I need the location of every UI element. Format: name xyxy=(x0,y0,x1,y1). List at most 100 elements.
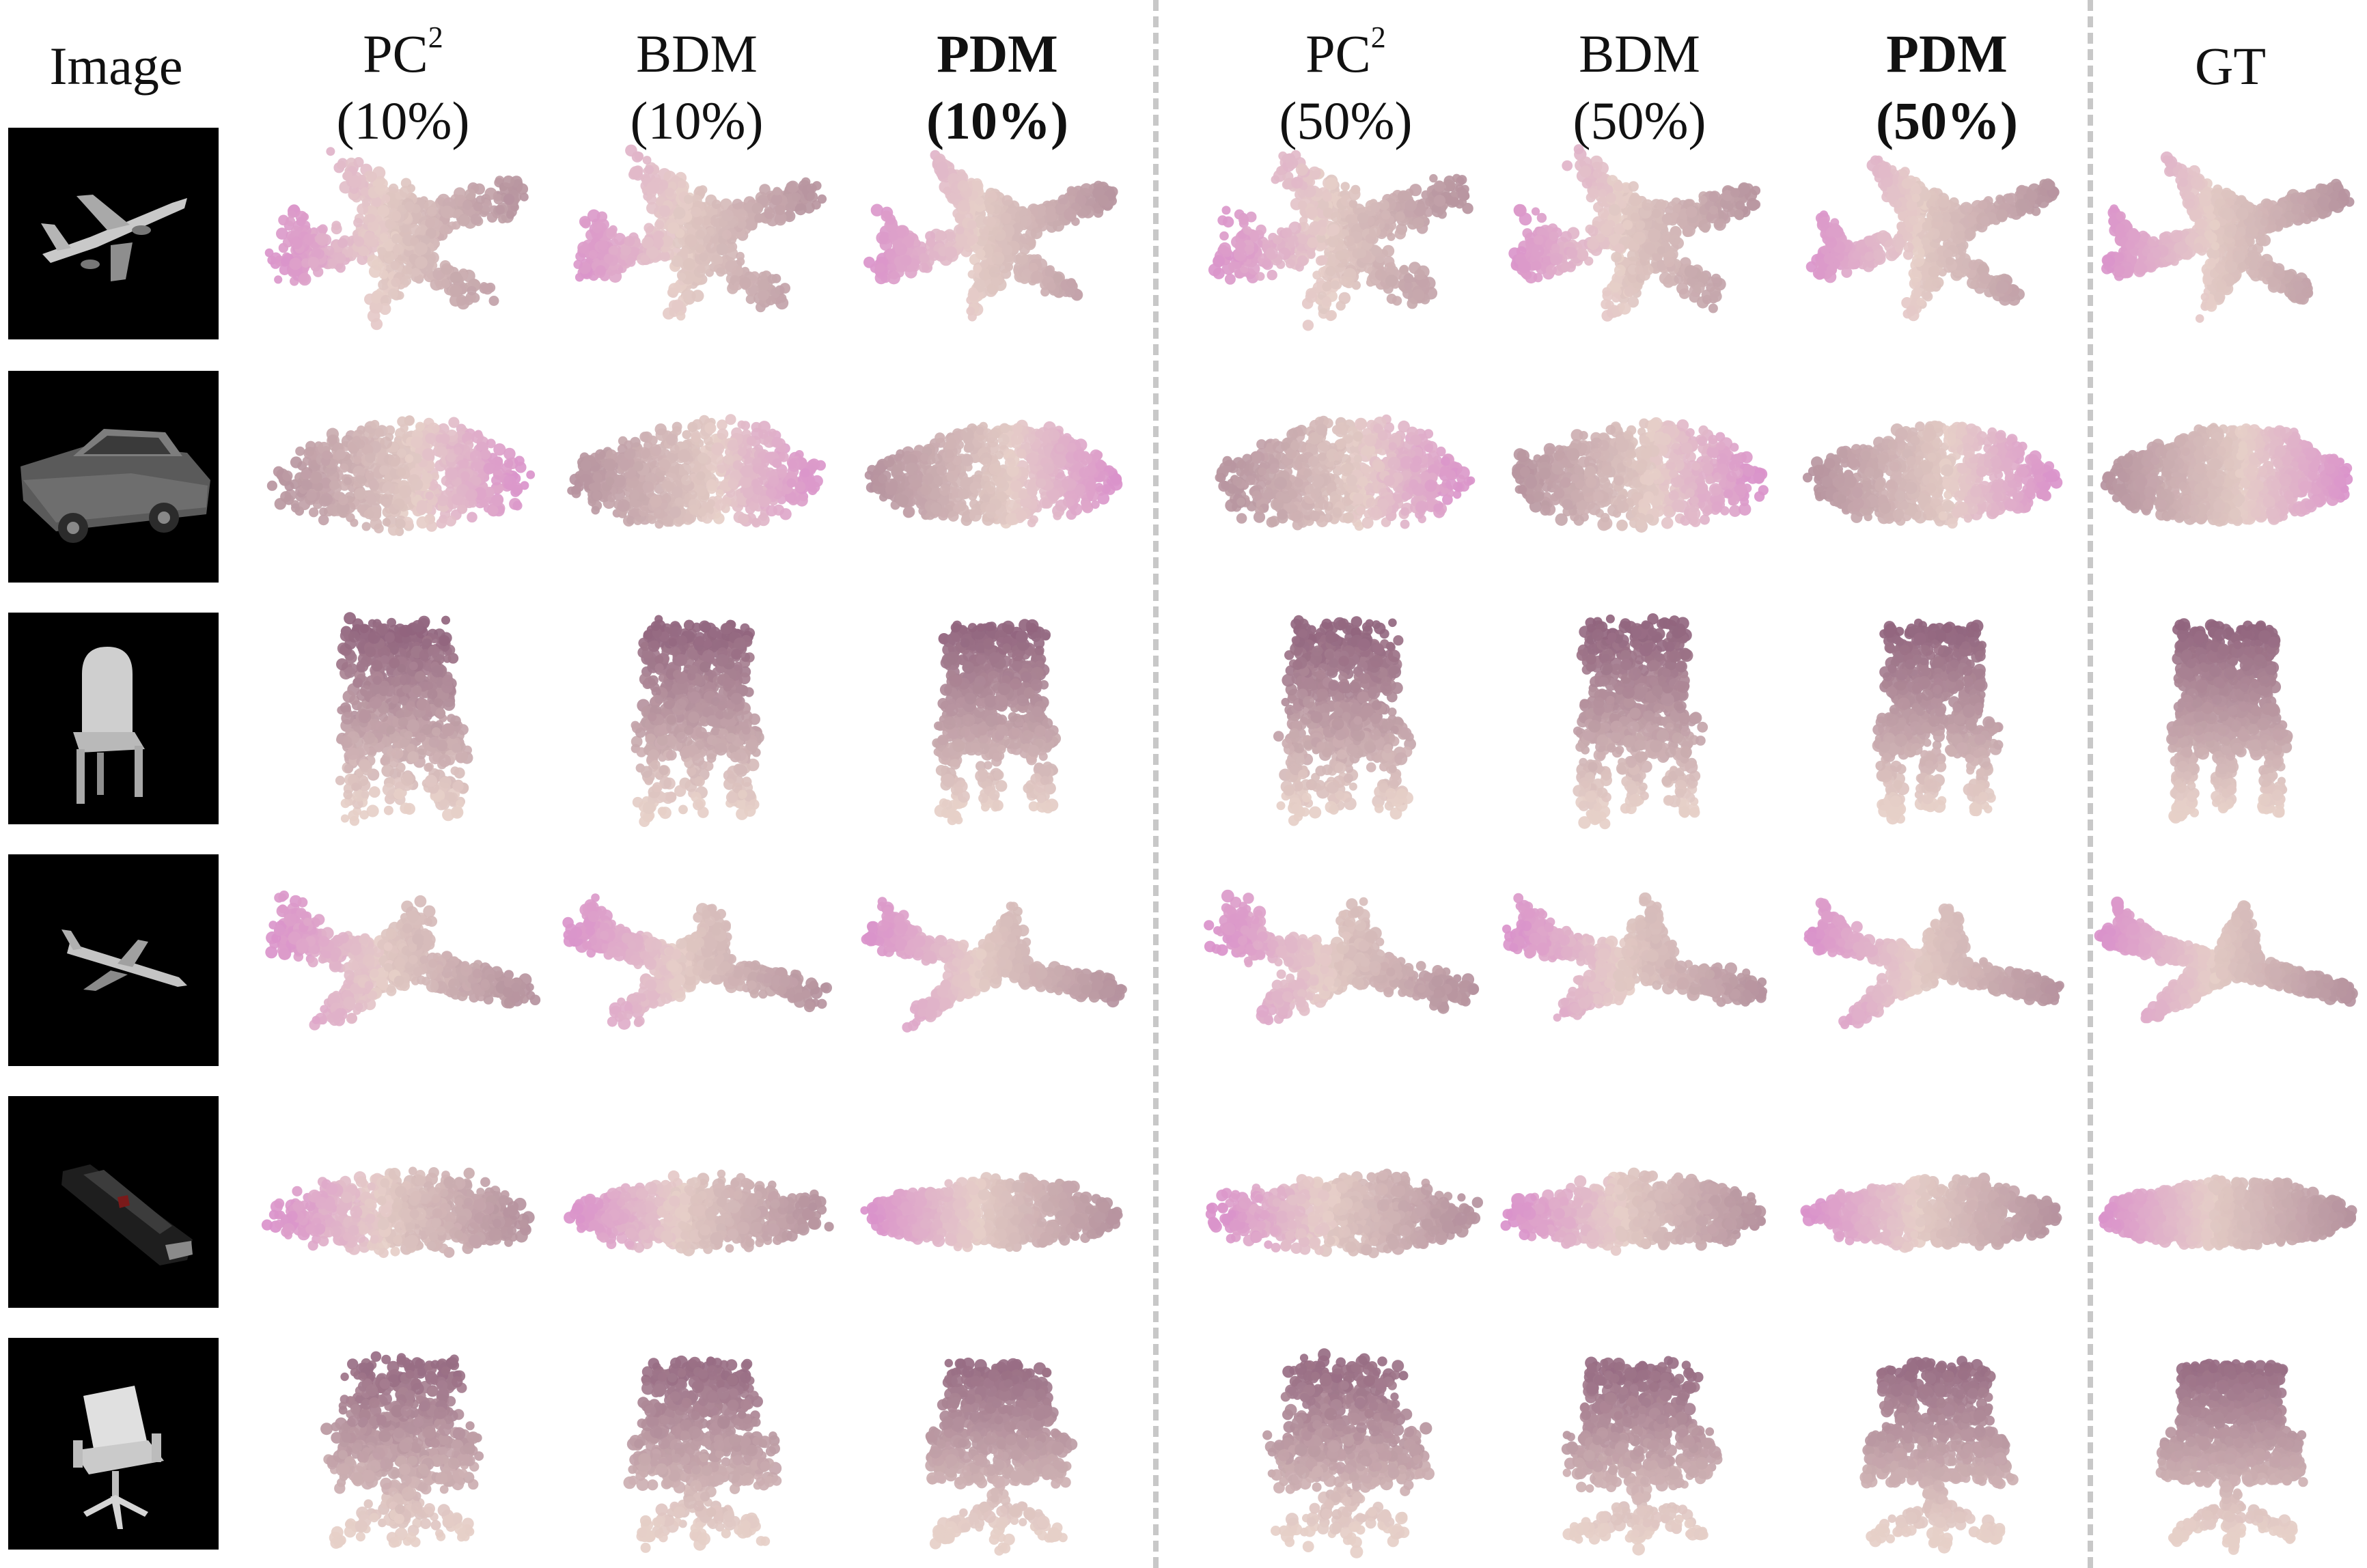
point-cloud-bdm_50-row-4 xyxy=(1502,854,1768,1066)
car-render-icon xyxy=(61,1164,193,1265)
point-cloud-bdm_10-row-6 xyxy=(567,1338,827,1553)
point-cloud-plot xyxy=(2100,423,2353,527)
input-image-row-2 xyxy=(8,371,219,583)
point-cloud-pc2_50-row-4 xyxy=(1204,854,1480,1066)
point-cloud-pc2_10-row-2 xyxy=(266,371,536,583)
col-header-pc2-50-sup: 2 xyxy=(1371,20,1386,54)
point-cloud-plot xyxy=(2094,896,2358,1024)
col-header-image-label: Image xyxy=(0,33,260,100)
point-cloud-pdm_10-row-1 xyxy=(863,128,1124,339)
point-cloud-plot xyxy=(863,150,1118,322)
point-cloud-bdm_50-row-5 xyxy=(1500,1096,1767,1308)
point-cloud-pdm_50-row-3 xyxy=(1803,613,2063,825)
point-cloud-gt-row-3 xyxy=(2097,613,2357,824)
point-cloud-pc2_10-row-4 xyxy=(265,854,541,1066)
col-header-bdm-10: BDM (10%) xyxy=(553,20,840,154)
point-cloud-bdm_50-row-1 xyxy=(1506,128,1766,339)
col-header-pc2-10-sup: 2 xyxy=(428,20,443,54)
point-cloud-plot xyxy=(1802,420,2063,529)
point-cloud-plot xyxy=(1859,1356,2019,1554)
airplane-render-icon xyxy=(61,929,187,991)
point-cloud-plot xyxy=(1508,144,1761,322)
point-cloud-plot xyxy=(925,1357,1078,1556)
input-image-row-6 xyxy=(8,1338,219,1550)
col-header-pc2-10: PC2 (10%) xyxy=(260,20,546,154)
point-cloud-gt-row-1 xyxy=(2097,128,2357,339)
point-cloud-bdm_10-row-4 xyxy=(562,854,832,1066)
point-cloud-plot xyxy=(265,891,541,1031)
col-header-bdm-10-ratio: (10%) xyxy=(553,87,840,154)
col-header-image: Image xyxy=(0,33,260,100)
col-header-pdm-50: PDM (50%) xyxy=(1803,20,2090,154)
point-cloud-plot xyxy=(860,1172,1123,1252)
point-cloud-pc2_10-row-1 xyxy=(264,128,529,339)
point-cloud-pc2_10-row-5 xyxy=(261,1096,535,1308)
col-header-pdm-10-ratio: (10%) xyxy=(854,87,1141,154)
point-cloud-plot xyxy=(266,415,536,536)
point-cloud-plot xyxy=(564,1169,834,1257)
point-cloud-plot xyxy=(335,612,473,826)
point-cloud-gt-row-5 xyxy=(2097,1096,2357,1308)
point-cloud-pdm_10-row-2 xyxy=(864,371,1124,583)
point-cloud-plot xyxy=(261,1166,535,1259)
point-cloud-bdm_50-row-6 xyxy=(1506,1338,1766,1556)
point-cloud-plot xyxy=(2101,151,2355,323)
point-cloud-plot xyxy=(320,1351,484,1549)
point-cloud-plot xyxy=(1561,1356,1723,1556)
col-header-pc2-50: PC2 (50%) xyxy=(1202,20,1489,154)
point-cloud-plot xyxy=(1500,1167,1767,1256)
col-header-pdm-50-label: PDM xyxy=(1803,20,2090,87)
point-cloud-pc2_50-row-5 xyxy=(1205,1096,1483,1308)
point-cloud-plot xyxy=(861,897,1127,1033)
point-cloud-plot xyxy=(1204,889,1480,1026)
point-cloud-bdm_10-row-5 xyxy=(564,1096,834,1308)
col-header-gt: GT xyxy=(2087,33,2367,100)
point-cloud-plot xyxy=(2155,1358,2308,1555)
point-cloud-plot xyxy=(1215,414,1476,531)
point-cloud-pdm_10-row-6 xyxy=(864,1338,1124,1556)
point-cloud-plot xyxy=(631,615,764,827)
col-header-bdm-10-label: BDM xyxy=(553,20,840,87)
airplane-render-icon xyxy=(41,195,187,281)
col-header-bdm-50: BDM (50%) xyxy=(1496,20,1783,154)
point-cloud-plot xyxy=(1573,613,1708,830)
col-header-pdm-50-ratio: (50%) xyxy=(1803,87,2090,154)
divider-10-50 xyxy=(1153,0,1159,1568)
point-cloud-plot xyxy=(1805,155,2060,322)
point-cloud-plot xyxy=(2166,618,2293,824)
col-header-pc2-10-label: PC xyxy=(363,24,428,83)
point-cloud-plot xyxy=(264,147,529,331)
point-cloud-pdm_50-row-5 xyxy=(1800,1096,2063,1308)
col-header-pc2-10-ratio: (10%) xyxy=(260,87,546,154)
point-cloud-bdm_10-row-1 xyxy=(567,128,827,339)
point-cloud-plot xyxy=(1872,618,2004,825)
point-cloud-pc2_50-row-1 xyxy=(1208,128,1473,339)
point-cloud-bdm_10-row-3 xyxy=(567,613,827,827)
car-render-icon xyxy=(20,429,210,543)
point-cloud-plot xyxy=(1262,1348,1435,1558)
point-cloud-plot xyxy=(1502,892,1768,1022)
input-image-row-5 xyxy=(8,1096,219,1308)
point-cloud-pc2_50-row-2 xyxy=(1213,371,1476,583)
point-cloud-bdm_50-row-3 xyxy=(1506,613,1766,830)
col-header-bdm-50-ratio: (50%) xyxy=(1496,87,1783,154)
point-cloud-plot xyxy=(567,414,826,529)
point-cloud-gt-row-6 xyxy=(2097,1338,2357,1555)
point-cloud-plot xyxy=(562,893,832,1030)
input-image-row-1 xyxy=(8,128,219,339)
divider-50-gt xyxy=(2088,0,2093,1568)
point-cloud-pdm_10-row-5 xyxy=(860,1096,1124,1308)
input-image-row-4 xyxy=(8,854,219,1066)
point-cloud-plot xyxy=(864,419,1123,529)
point-cloud-plot xyxy=(1512,417,1769,533)
point-cloud-plot xyxy=(2098,1174,2357,1251)
point-cloud-pdm_50-row-4 xyxy=(1803,854,2064,1066)
col-header-pdm-10-label: PDM xyxy=(854,20,1141,87)
point-cloud-pc2_10-row-6 xyxy=(270,1338,529,1550)
point-cloud-pdm_50-row-6 xyxy=(1803,1338,2063,1554)
point-cloud-bdm_10-row-2 xyxy=(567,371,827,583)
point-cloud-gt-row-2 xyxy=(2097,371,2357,583)
point-cloud-pc2_50-row-6 xyxy=(1213,1338,1472,1558)
point-cloud-plot xyxy=(573,144,827,321)
